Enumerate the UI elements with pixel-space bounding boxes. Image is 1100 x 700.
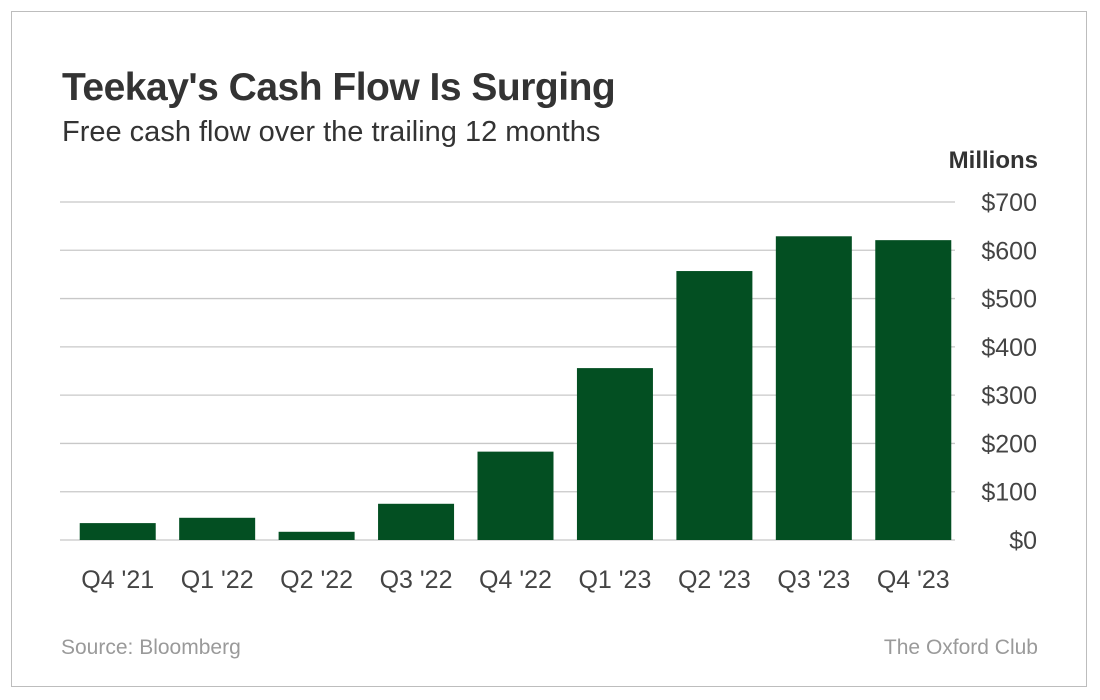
x-tick-label: Q4 '22 bbox=[479, 566, 552, 594]
y-tick-label: $200 bbox=[981, 430, 1037, 458]
chart-subtitle: Free cash flow over the trailing 12 mont… bbox=[62, 116, 601, 148]
x-tick-label: Q4 '21 bbox=[81, 566, 154, 594]
bar bbox=[278, 531, 355, 540]
y-tick-label: $0 bbox=[1009, 527, 1037, 555]
x-tick-label: Q1 '23 bbox=[578, 566, 651, 594]
bar bbox=[179, 517, 256, 540]
x-tick-label: Q4 '23 bbox=[877, 566, 950, 594]
bar bbox=[775, 236, 852, 541]
x-tick-label: Q1 '22 bbox=[181, 566, 254, 594]
bar bbox=[378, 503, 455, 540]
y-tick-label: $500 bbox=[981, 286, 1037, 314]
x-tick-label: Q3 '23 bbox=[777, 566, 850, 594]
bar bbox=[875, 240, 952, 540]
bar bbox=[79, 523, 156, 540]
x-tick-label: Q2 '22 bbox=[280, 566, 353, 594]
chart-frame bbox=[11, 11, 1087, 687]
source-note: Source: Bloomberg bbox=[61, 636, 241, 659]
y-tick-label: $700 bbox=[981, 189, 1037, 217]
y-tick-label: $600 bbox=[981, 237, 1037, 265]
bar bbox=[477, 451, 554, 540]
y-tick-label: $400 bbox=[981, 334, 1037, 362]
x-tick-label: Q3 '22 bbox=[380, 566, 453, 594]
credit-note: The Oxford Club bbox=[883, 636, 1038, 659]
y-axis-label: Millions bbox=[948, 147, 1038, 174]
bar bbox=[676, 271, 753, 540]
y-tick-label: $300 bbox=[981, 382, 1037, 410]
x-tick-label: Q2 '23 bbox=[678, 566, 751, 594]
y-tick-label: $100 bbox=[981, 479, 1037, 507]
chart-title: Teekay's Cash Flow Is Surging bbox=[62, 66, 616, 109]
bar bbox=[576, 368, 653, 540]
